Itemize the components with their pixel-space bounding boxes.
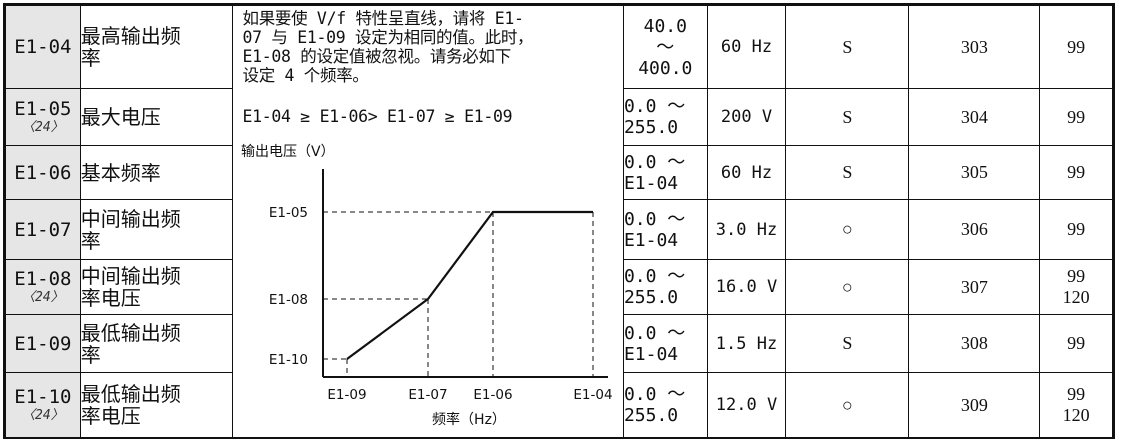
x-tick-label: E1-06 [473, 387, 512, 403]
modbus-address: 305 [908, 145, 1041, 200]
default-value: 16.0 V [706, 259, 787, 315]
reference-page: 99 120 [1039, 372, 1113, 438]
param-code-cell: E1-09 [5, 314, 81, 373]
default-value: 3.0 Hz [706, 199, 787, 260]
range-line: 40.0 [643, 15, 687, 37]
parameter-table: E1-04 最高输出频率 如果要使 V/f 特性呈直线，请将 E1- 07 与 … [5, 5, 1113, 438]
default-value: 60 Hz [706, 145, 787, 200]
range-line: 400.0 [638, 57, 693, 79]
description-cell: 如果要使 V/f 特性呈直线，请将 E1- 07 与 E1-09 设定为相同的值… [231, 5, 624, 438]
range-line: 0.0 ～ [623, 322, 686, 344]
x-tick-label: E1-04 [573, 387, 612, 403]
x-tick-label: E1-07 [408, 387, 447, 403]
range-line: 0.0 ～ [623, 151, 686, 173]
param-note: 〈24〉 [22, 408, 64, 423]
param-code: E1-10 [14, 386, 72, 408]
range-line: 0.0 ～ [623, 96, 686, 117]
setting-range: 0.0 ～ 255.0 [622, 259, 708, 315]
modbus-address: 309 [908, 372, 1041, 438]
table-row: E1-06 基本频率 0.0 ～ E1-04 60 Hz S 305 99 [5, 145, 1113, 200]
change-during-run: S [785, 314, 910, 373]
param-name: 最大电压 [79, 88, 233, 146]
setting-range: 0.0 ～ 255.0 [622, 372, 708, 438]
description-panel: 如果要使 V/f 特性呈直线，请将 E1- 07 与 E1-09 设定为相同的值… [233, 7, 622, 437]
param-code: E1-06 [14, 161, 72, 184]
param-code-cell: E1-10 〈24〉 [5, 372, 81, 438]
range-line: E1-04 [623, 172, 679, 194]
table-row: E1-05 〈24〉 最大电压 0.0 ～ 255.0 200 V S 304 9… [5, 88, 1113, 146]
change-during-run: S [785, 145, 910, 200]
default-value: 12.0 V [706, 372, 787, 438]
table-row: E1-07 中间输出频率 0.0 ～ E1-04 3.0 Hz ○ 306 99 [5, 199, 1113, 260]
range-line: 255.0 [623, 405, 679, 426]
setting-range: 40.0 ～ 400.0 [622, 5, 708, 89]
setting-range: 0.0 ～ E1-04 [622, 145, 708, 200]
param-code-cell: E1-07 [5, 199, 81, 260]
vf-curve [345, 210, 593, 360]
modbus-address: 303 [908, 5, 1041, 89]
modbus-address: 308 [908, 314, 1041, 373]
range-line: 0.0 ～ [623, 266, 686, 287]
description-text: 如果要使 V/f 特性呈直线，请将 E1- 07 与 E1-09 设定为相同的值… [242, 9, 534, 85]
range-line: 255.0 [623, 117, 679, 138]
modbus-address: 304 [908, 88, 1041, 146]
modbus-address: 306 [908, 199, 1041, 260]
change-during-run: ○ [785, 199, 910, 260]
x-axis-label: 频率（Hz） [432, 411, 506, 428]
modbus-address: 307 [908, 259, 1041, 315]
reference-page: 99 [1039, 145, 1113, 200]
range-line: 0.0 ～ [623, 208, 686, 230]
param-code-cell: E1-04 [5, 5, 81, 89]
param-name: 中间输出频率 [79, 199, 233, 260]
x-tick-label: E1-09 [327, 387, 366, 403]
param-name: 最高输出频率 [79, 5, 233, 89]
reference-page: 99 120 [1039, 259, 1113, 315]
change-during-run: S [785, 5, 910, 89]
param-code: E1-07 [14, 218, 72, 241]
range-line: 0.0 ～ [623, 384, 686, 405]
default-value: 1.5 Hz [706, 314, 787, 373]
vf-chart: 输出电压（V） 频率（Hz） E1-10 E1-08 E1-05 E1-09 E1-07 E1… [241, 144, 613, 428]
param-name: 中间输出频 率电压 [79, 259, 233, 315]
default-value: 200 V [706, 88, 787, 146]
y-axis-label: 输出电压（V） [241, 144, 335, 160]
change-during-run: ○ [785, 259, 910, 315]
setting-range: 0.0 ～ E1-04 [622, 199, 708, 260]
table-row: E1-10 〈24〉 最低输出频 率电压 0.0 ～ 255.0 12.0 V ○ … [5, 372, 1113, 438]
bottom-rule [5, 440, 1117, 441]
reference-page: 99 [1039, 199, 1113, 260]
param-code-cell: E1-05 〈24〉 [5, 88, 81, 146]
param-note: 〈24〉 [22, 120, 64, 135]
change-during-run: S [785, 88, 910, 146]
param-name: 最低输出频率 [79, 314, 233, 373]
reference-page: 99 [1039, 314, 1113, 373]
table-row: E1-08 〈24〉 中间输出频 率电压 0.0 ～ 255.0 16.0 V ○ … [5, 259, 1113, 315]
param-code: E1-09 [14, 332, 72, 355]
param-code-cell: E1-06 [5, 145, 81, 200]
setting-range: 0.0 ～ E1-04 [622, 314, 708, 373]
param-name: 最低输出频 率电压 [79, 372, 233, 438]
range-line: ～ [656, 36, 675, 58]
change-during-run: ○ [785, 372, 910, 438]
param-name: 基本频率 [79, 145, 233, 200]
param-code: E1-08 [14, 268, 72, 290]
param-code: E1-04 [14, 36, 72, 58]
default-value: 60 Hz [706, 5, 787, 89]
param-note: 〈24〉 [22, 290, 64, 305]
y-tick-label: E1-10 [268, 352, 307, 368]
parameter-table-page: E1-04 最高输出频率 如果要使 V/f 特性呈直线，请将 E1- 07 与 … [3, 3, 1115, 439]
reference-page: 99 [1039, 5, 1113, 89]
table-row: E1-04 最高输出频率 如果要使 V/f 特性呈直线，请将 E1- 07 与 … [5, 5, 1113, 438]
range-line: 255.0 [623, 287, 679, 308]
y-tick-label: E1-05 [268, 205, 307, 221]
reference-page: 99 [1039, 88, 1113, 146]
table-row: E1-09 最低输出频率 0.0 ～ E1-04 1.5 Hz S 308 99 [5, 314, 1113, 373]
param-code-cell: E1-08 〈24〉 [5, 259, 81, 315]
frequency-rule: E1-04 ≥ E1-06> E1-07 ≥ E1-09 [242, 107, 513, 126]
setting-range: 0.0 ～ 255.0 [622, 88, 708, 146]
range-line: E1-04 [623, 343, 679, 365]
param-code: E1-05 [14, 98, 72, 120]
range-line: E1-04 [623, 229, 679, 251]
y-tick-label: E1-08 [268, 292, 307, 308]
